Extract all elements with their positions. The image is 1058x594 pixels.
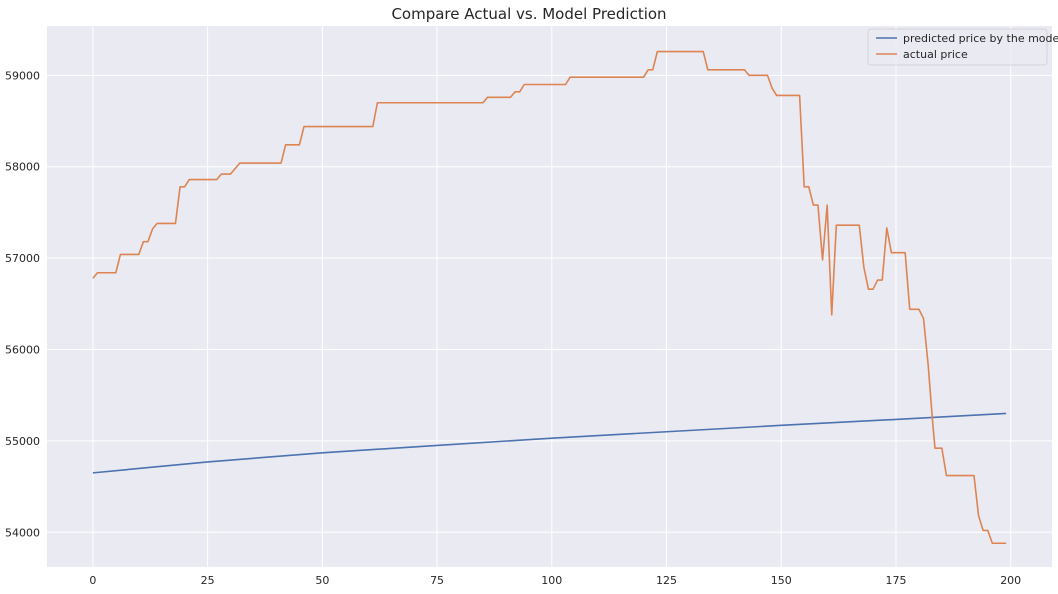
y-tick-label: 54000 xyxy=(5,526,40,539)
x-tick-label: 25 xyxy=(201,574,215,587)
y-tick-label: 58000 xyxy=(5,161,40,174)
x-tick-label: 175 xyxy=(885,574,906,587)
y-tick-label: 59000 xyxy=(5,69,40,82)
x-tick-label: 0 xyxy=(89,574,96,587)
legend-label-predicted: predicted price by the model xyxy=(903,32,1058,45)
legend-box xyxy=(867,28,1048,66)
x-tick-label: 75 xyxy=(430,574,444,587)
x-tick-label: 200 xyxy=(1000,574,1021,587)
legend-label-actual: actual price xyxy=(903,48,968,61)
y-tick-label: 56000 xyxy=(5,344,40,357)
y-tick-label: 57000 xyxy=(5,252,40,265)
x-tick-label: 50 xyxy=(315,574,329,587)
tick-labels: 0 25 50 75 100 125 150 175 200 54000 55000 56000 570… xyxy=(5,69,1021,587)
series-lines xyxy=(92,50,1007,545)
x-tick-label: 100 xyxy=(541,574,562,587)
series-line-predicted xyxy=(92,412,1007,474)
plot-area xyxy=(47,26,1052,567)
x-tick-label: 150 xyxy=(771,574,792,587)
chart-title: Compare Actual vs. Model Prediction xyxy=(391,5,666,23)
legend: predicted price by the model actual pric… xyxy=(867,28,1058,66)
series-line-actual xyxy=(92,50,1007,545)
x-tick-label: 125 xyxy=(656,574,677,587)
y-tick-label: 55000 xyxy=(5,435,40,448)
